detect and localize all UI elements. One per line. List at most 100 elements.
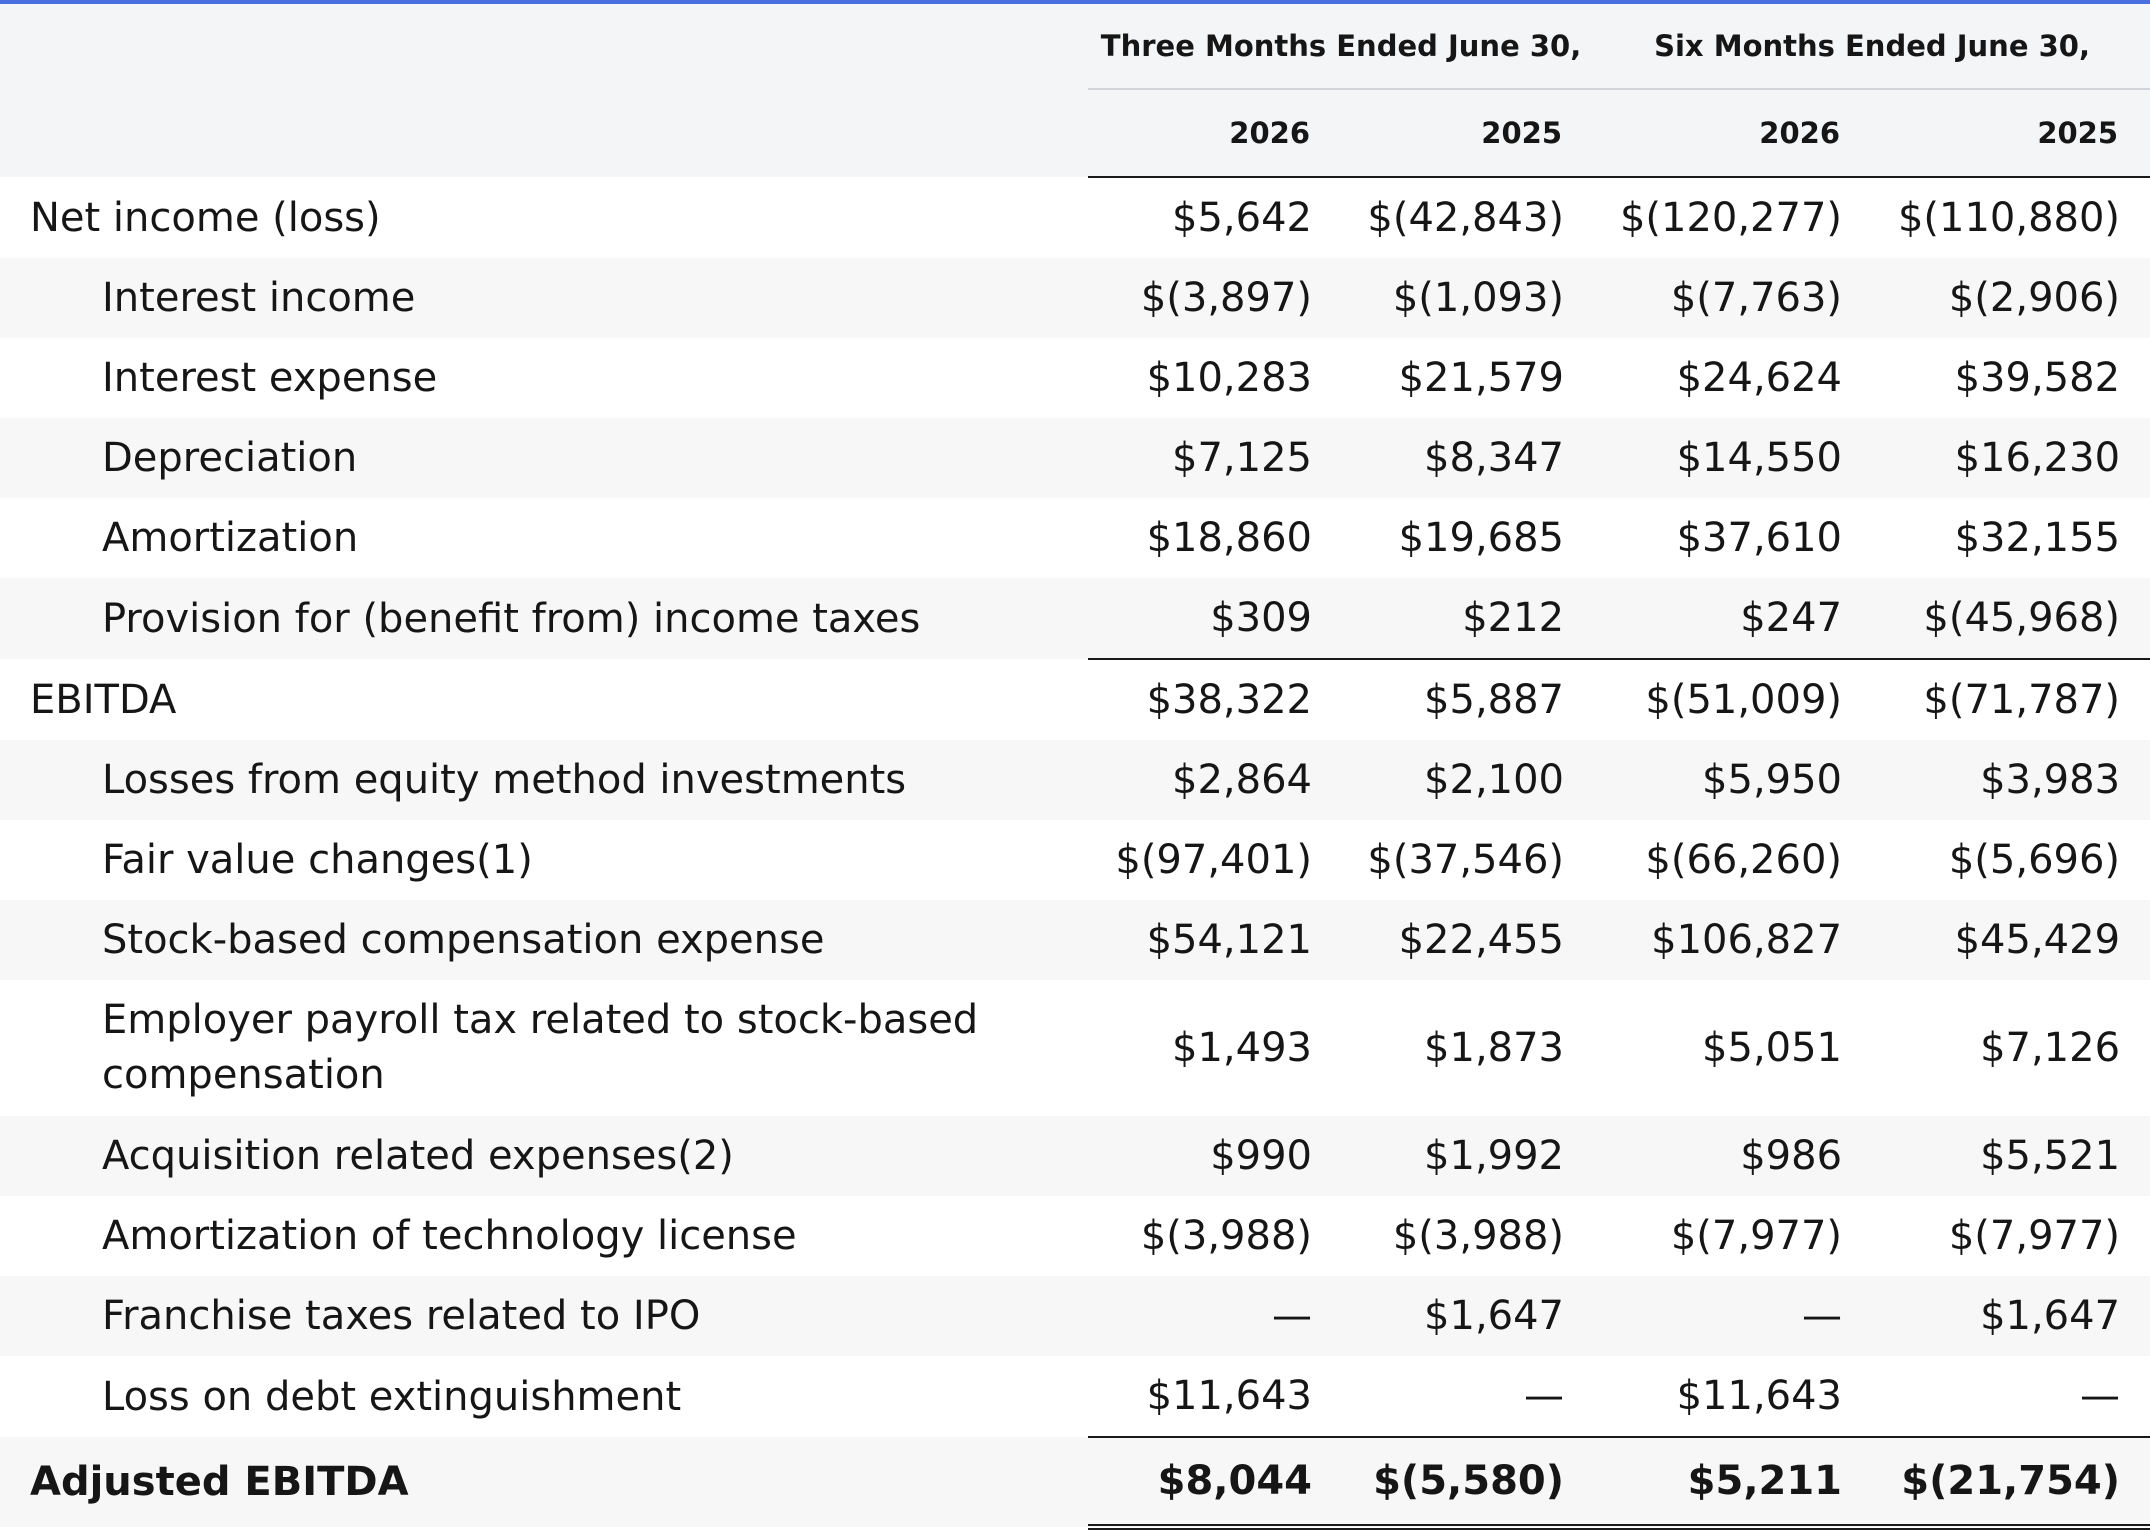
row-value: $32,155 (1872, 498, 2150, 578)
header-six-months-label: Six Months Ended June 30, (1654, 29, 2090, 63)
table-row: Stock-based compensation expense $54,121… (0, 900, 2150, 980)
row-value: $(37,546) (1342, 820, 1595, 900)
table-row: Provision for (benefit from) income taxe… (0, 578, 2150, 660)
row-value: $309 (1088, 578, 1342, 660)
row-value: $21,579 (1342, 338, 1595, 418)
row-value: $(7,977) (1872, 1196, 2150, 1276)
row-value: $(42,843) (1342, 177, 1595, 258)
row-value: $5,051 (1594, 980, 1873, 1116)
table-row: Depreciation $7,125 $8,347 $14,550 $16,2… (0, 418, 2150, 498)
table-row-subtotal: EBITDA $38,322 $5,887 $(51,009) $(71,787… (0, 659, 2150, 740)
row-value: $5,642 (1088, 177, 1342, 258)
row-value: $(3,897) (1088, 258, 1342, 338)
header-years-row: 2026 2025 2026 2025 (0, 89, 2150, 178)
table-row: Amortization $18,860 $19,685 $37,610 $32… (0, 498, 2150, 578)
row-value: $1,493 (1088, 980, 1342, 1116)
header-blank-cell (0, 4, 1088, 89)
row-value: $(97,401) (1088, 820, 1342, 900)
row-value: $(7,763) (1594, 258, 1873, 338)
row-value: $11,643 (1594, 1356, 1873, 1438)
row-label: Stock-based compensation expense (0, 900, 1088, 980)
row-value: $8,044 (1088, 1437, 1342, 1530)
row-value: $5,521 (1872, 1116, 2150, 1196)
table-row: Interest income $(3,897) $(1,093) $(7,76… (0, 258, 2150, 338)
row-value: $(3,988) (1342, 1196, 1595, 1276)
row-value: $11,643 (1088, 1356, 1342, 1438)
row-value: — (1594, 1276, 1873, 1356)
row-value: — (1342, 1356, 1595, 1438)
row-value: $986 (1594, 1116, 1873, 1196)
row-value: $(7,977) (1594, 1196, 1873, 1276)
row-value: $1,647 (1342, 1276, 1595, 1356)
table-row: Fair value changes(1) $(97,401) $(37,546… (0, 820, 2150, 900)
row-value: $106,827 (1594, 900, 1873, 980)
row-label: Losses from equity method investments (0, 740, 1088, 820)
row-value: $(5,696) (1872, 820, 2150, 900)
row-value: — (1872, 1356, 2150, 1438)
ebitda-reconciliation-table: Three Months Ended June 30, Six Months E… (0, 4, 2150, 1530)
row-value: $18,860 (1088, 498, 1342, 578)
row-label: Fair value changes(1) (0, 820, 1088, 900)
header-year: 2025 (1872, 89, 2150, 178)
row-value: $45,429 (1872, 900, 2150, 980)
table-row: Losses from equity method investments $2… (0, 740, 2150, 820)
row-value: $7,125 (1088, 418, 1342, 498)
top-accent-bar (0, 0, 2150, 4)
row-value: $5,950 (1594, 740, 1873, 820)
row-value: $(45,968) (1872, 578, 2150, 660)
header-three-months: Three Months Ended June 30, (1088, 4, 1595, 90)
header-year: 2026 (1594, 89, 1873, 178)
row-value: $990 (1088, 1116, 1342, 1196)
row-value: $7,126 (1872, 980, 2150, 1116)
row-value: $2,864 (1088, 740, 1342, 820)
row-value: — (1088, 1276, 1342, 1356)
row-label: Employer payroll tax related to stock-ba… (0, 980, 1088, 1116)
row-value: $24,624 (1594, 338, 1873, 418)
row-value: $8,347 (1342, 418, 1595, 498)
row-label: Net income (loss) (0, 177, 1088, 258)
header-blank-cell (0, 89, 1088, 177)
row-value: $54,121 (1088, 900, 1342, 980)
row-value: $22,455 (1342, 900, 1595, 980)
row-label: EBITDA (0, 659, 1088, 740)
table-row: Franchise taxes related to IPO — $1,647 … (0, 1276, 2150, 1356)
header-group-row: Three Months Ended June 30, Six Months E… (0, 4, 2150, 90)
row-value: $(5,580) (1342, 1437, 1595, 1530)
row-value: $1,992 (1342, 1116, 1595, 1196)
row-label: Amortization of technology license (0, 1196, 1088, 1276)
row-label: Loss on debt extinguishment (0, 1356, 1088, 1437)
row-label: Franchise taxes related to IPO (0, 1276, 1088, 1356)
row-label: Amortization (0, 498, 1088, 578)
table-row: Loss on debt extinguishment $11,643 — $1… (0, 1356, 2150, 1438)
row-value: $247 (1594, 578, 1873, 660)
header-year: 2025 (1342, 89, 1595, 178)
row-value: $10,283 (1088, 338, 1342, 418)
row-value: $(71,787) (1872, 659, 2150, 740)
row-value: $2,100 (1342, 740, 1595, 820)
row-label: Acquisition related expenses(2) (0, 1116, 1088, 1196)
header-year: 2026 (1088, 89, 1342, 178)
row-value: $39,582 (1872, 338, 2150, 418)
row-value: $5,887 (1342, 659, 1595, 740)
row-value: $(21,754) (1872, 1437, 2150, 1530)
table-row-total: Adjusted EBITDA $8,044 $(5,580) $5,211 $… (0, 1437, 2150, 1530)
row-value: $38,322 (1088, 659, 1342, 740)
row-value: $(66,260) (1594, 820, 1873, 900)
row-label: Provision for (benefit from) income taxe… (0, 578, 1088, 659)
row-value: $1,873 (1342, 980, 1595, 1116)
table-row: Amortization of technology license $(3,9… (0, 1196, 2150, 1276)
row-value: $1,647 (1872, 1276, 2150, 1356)
row-label: Interest income (0, 258, 1088, 338)
header-six-months: Six Months Ended June 30, (1594, 4, 2150, 90)
row-value: $5,211 (1594, 1437, 1873, 1530)
table-row: Interest expense $10,283 $21,579 $24,624… (0, 338, 2150, 418)
row-value: $(110,880) (1872, 177, 2150, 258)
row-value: $(1,093) (1342, 258, 1595, 338)
row-label: Depreciation (0, 418, 1088, 498)
row-value: $212 (1342, 578, 1595, 660)
table-row: Employer payroll tax related to stock-ba… (0, 980, 2150, 1116)
row-value: $14,550 (1594, 418, 1873, 498)
row-label: Interest expense (0, 338, 1088, 418)
header-three-months-label: Three Months Ended June 30, (1100, 29, 1582, 63)
row-value: $37,610 (1594, 498, 1873, 578)
